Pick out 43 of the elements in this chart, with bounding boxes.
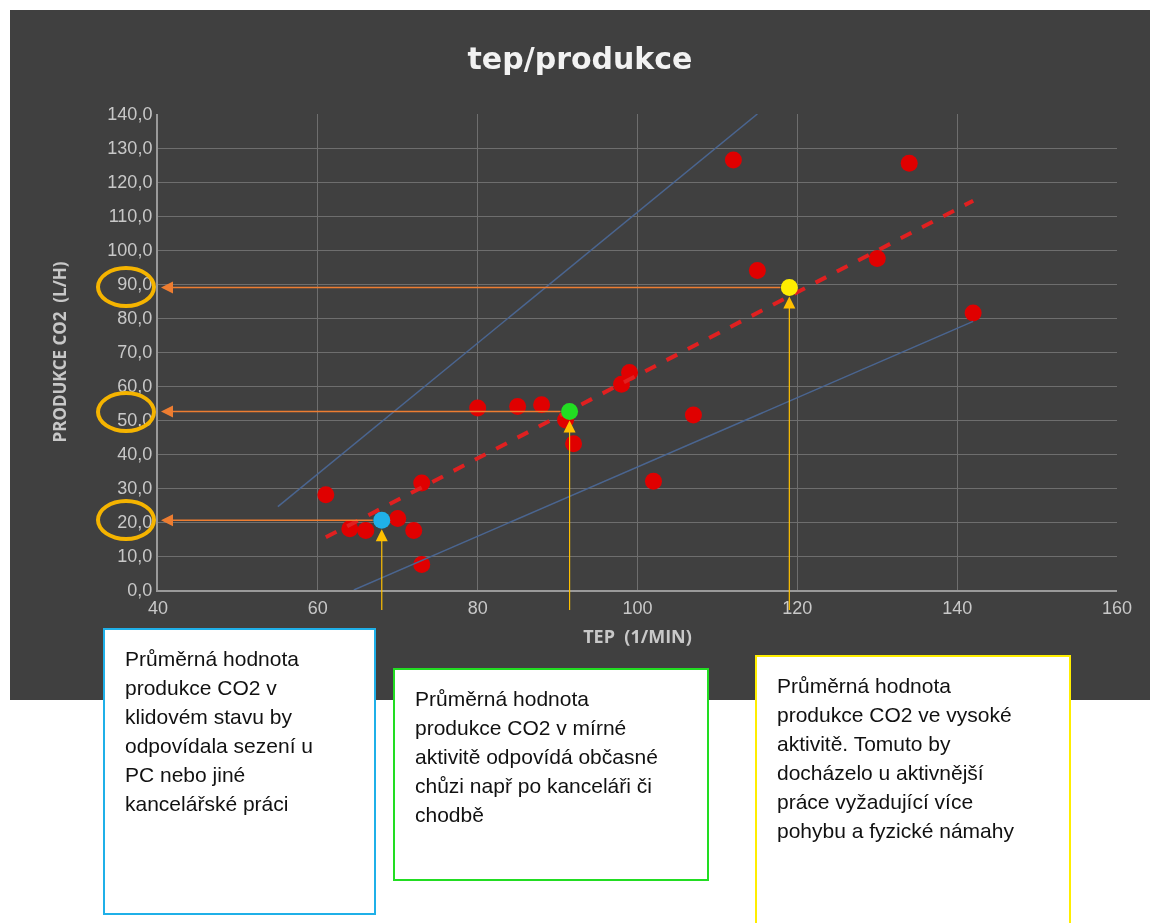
point [780, 278, 798, 296]
point [748, 261, 766, 279]
point [684, 406, 702, 424]
y-tick-label: 20,0 [117, 512, 153, 533]
point [357, 522, 375, 539]
x-axis-title: TEP (1/MIN) [583, 624, 692, 649]
y-tick-label: 90,0 [117, 274, 153, 295]
x-tick-label: 100 [622, 597, 653, 618]
point [964, 304, 982, 322]
y-tick-label: 10,0 [117, 546, 153, 567]
point [509, 397, 527, 415]
y-axis-title: PRODUKCE CO2 (L/H) [48, 261, 72, 443]
y-tick-label: 30,0 [117, 478, 153, 499]
x-tick-label: 120 [782, 597, 813, 618]
point [373, 511, 391, 529]
y-tick-label: 100,0 [107, 240, 153, 261]
y-tick-label: 70,0 [117, 342, 153, 363]
point [317, 486, 335, 504]
point [565, 435, 583, 453]
text: Průměrná hodnota produkce CO2 v klidovém stavu by odpovídala sezení u PC nebo jiné kancelářské práci [103, 628, 376, 915]
point [469, 399, 487, 417]
point [644, 472, 662, 490]
y-tick-label: 110,0 [108, 206, 153, 227]
point [724, 151, 742, 169]
text: Průměrná hodnota produkce CO2 ve vysoké aktivitě. Tomuto by docházelo u aktivnější práce vyžadující více pohybu a fyzické námahy [755, 655, 1071, 923]
x-tick-label: 60 [307, 597, 328, 618]
text: Průměrná hodnota produkce CO2 v mírné aktivitě odpovídá občasné chůzi např po kanceláři či chodbě [393, 668, 709, 881]
y-tick-label: 80,0 [117, 308, 153, 329]
y-tick-label: 60,0 [117, 376, 153, 397]
y-tick-label: 120,0 [107, 172, 153, 193]
point [405, 522, 423, 539]
x-tick-label: 160 [1101, 597, 1133, 618]
chart-title: tep/produkce [467, 40, 693, 76]
x-tick-label: 140 [942, 597, 973, 618]
point [533, 396, 551, 414]
point [900, 154, 918, 172]
point [868, 250, 886, 267]
y-tick-label: 130,0 [107, 138, 153, 159]
point [389, 510, 407, 528]
y-tick-label: 40,0 [117, 444, 153, 465]
x-tick-label: 80 [467, 597, 488, 618]
y-tick-label: 140,0 [107, 104, 153, 125]
point [561, 403, 579, 420]
